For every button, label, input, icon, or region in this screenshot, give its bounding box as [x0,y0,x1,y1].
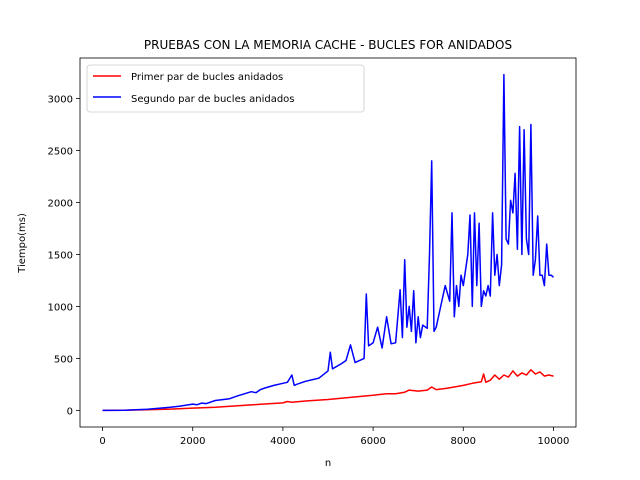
y-axis: 0 500 1000 1500 2000 2500 3000 [48,95,80,417]
y-tick-label: 3000 [48,95,73,106]
chart-title: PRUEBAS CON LA MEMORIA CACHE - BUCLES FO… [144,38,512,52]
y-tick-label: 1500 [48,250,73,261]
series-line-primer [102,369,554,412]
x-tick-label: 6000 [360,436,385,447]
series-group [102,73,555,412]
x-axis-label: n [325,458,331,469]
legend-label-segundo: Segundo par de bucles anidados [131,94,295,105]
y-tick-label: 0 [67,406,73,417]
y-tick-label: 2000 [48,198,73,209]
x-tick-label: 2000 [180,436,205,447]
x-axis: 0 2000 4000 6000 8000 10000 [99,427,569,447]
y-tick-label: 500 [54,354,73,365]
y-axis-label: Tiempo(ms) [17,213,28,274]
legend: Primer par de bucles anidados Segundo pa… [86,64,365,113]
legend-label-primer: Primer par de bucles anidados [131,72,283,83]
x-tick-label: 0 [99,436,105,447]
x-tick-label: 4000 [270,436,295,447]
x-tick-label: 8000 [451,436,476,447]
axes-frame [79,57,577,428]
series-line-segundo [102,73,555,412]
x-tick-label: 10000 [538,436,570,447]
y-tick-label: 2500 [48,147,73,158]
legend-box [86,64,365,113]
y-tick-label: 1000 [48,302,73,313]
